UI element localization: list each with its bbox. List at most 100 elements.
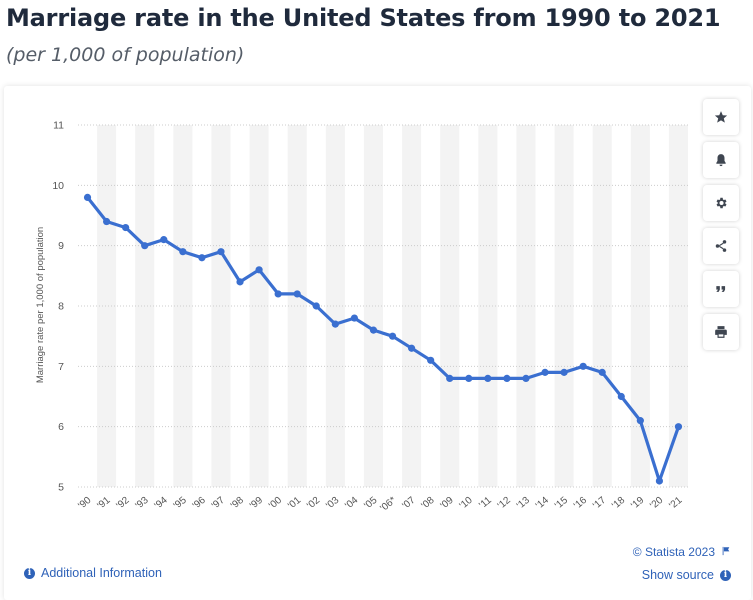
data-point[interactable] — [160, 236, 168, 244]
x-tick-label: '17 — [591, 495, 608, 512]
column-band — [440, 125, 460, 487]
data-point[interactable] — [522, 374, 530, 382]
settings-button[interactable] — [703, 185, 739, 221]
x-tick-label: '15 — [553, 495, 570, 512]
favorite-button[interactable] — [703, 99, 739, 135]
data-point[interactable] — [598, 368, 606, 376]
data-point[interactable] — [617, 392, 625, 401]
x-tick-label: '20 — [648, 495, 665, 512]
data-point[interactable] — [579, 362, 587, 370]
column-band — [173, 125, 193, 487]
data-point[interactable] — [560, 368, 568, 376]
y-tick-label: 9 — [58, 240, 64, 252]
show-source-link[interactable]: Show source i — [642, 568, 731, 582]
y-tick-label: 10 — [52, 180, 64, 192]
data-point[interactable] — [255, 266, 263, 274]
column-band — [478, 125, 498, 487]
data-point[interactable] — [427, 356, 435, 364]
column-band — [363, 125, 383, 487]
data-point[interactable] — [407, 344, 416, 352]
x-tick-label: '08 — [420, 495, 437, 512]
y-tick-label: 5 — [58, 482, 64, 494]
data-point[interactable] — [541, 368, 549, 376]
copyright[interactable]: © Statista 2023 — [633, 545, 731, 559]
data-point[interactable] — [293, 290, 301, 298]
y-tick-labels: 5 6 7 8 9 10 11 — [52, 120, 64, 494]
data-point[interactable] — [102, 217, 111, 226]
x-tick-label: '05 — [362, 495, 379, 512]
chart-toolbar — [703, 99, 739, 357]
x-tick-label: '14 — [534, 495, 551, 512]
data-point[interactable] — [312, 302, 320, 310]
additional-information-label: Additional Information — [41, 566, 162, 580]
data-point[interactable] — [217, 248, 225, 256]
data-point[interactable] — [655, 477, 664, 485]
y-tick-label: 6 — [58, 421, 64, 433]
y-axis-label: Marriage rate per 1,000 of population — [35, 227, 46, 383]
x-tick-label: '96 — [191, 495, 208, 512]
data-point[interactable] — [236, 278, 244, 286]
x-tick-label: '21 — [667, 495, 684, 512]
page-subtitle: (per 1,000 of population) — [6, 44, 245, 66]
info-icon: i — [24, 567, 35, 579]
data-point[interactable] — [446, 374, 454, 382]
data-point[interactable] — [484, 374, 492, 382]
data-point[interactable] — [122, 223, 130, 232]
x-tick-label: '19 — [629, 495, 646, 512]
x-tick-label: '10 — [458, 495, 475, 512]
y-tick-label: 7 — [58, 361, 64, 373]
data-point[interactable] — [369, 326, 378, 334]
page-title: Marriage rate in the United States from … — [6, 4, 721, 32]
x-tick-label: '07 — [400, 495, 417, 512]
print-button[interactable] — [703, 314, 739, 350]
x-tick-labels: '90'91'92'93'94'95'96'97'98'99'00'01'02 '… — [76, 495, 684, 515]
additional-information-link[interactable]: i Additional Information — [24, 566, 162, 580]
data-point[interactable] — [83, 193, 92, 201]
column-band — [249, 125, 269, 487]
share-button[interactable] — [703, 228, 739, 264]
column-band — [325, 125, 345, 487]
column-bands — [97, 125, 688, 487]
x-tick-label: '13 — [515, 495, 532, 512]
data-point[interactable] — [636, 417, 644, 425]
x-tick-label: '11 — [477, 495, 494, 512]
data-point[interactable] — [331, 320, 339, 328]
y-tick-label: 8 — [58, 301, 64, 313]
x-tick-label: '91 — [95, 495, 112, 512]
x-tick-label: '92 — [115, 495, 132, 512]
print-icon — [715, 326, 727, 338]
x-tick-label: '90 — [76, 495, 93, 512]
notification-button[interactable] — [703, 142, 739, 178]
column-band — [211, 125, 231, 487]
data-point[interactable] — [274, 290, 282, 298]
cite-button[interactable] — [703, 271, 739, 307]
x-tick-label: '94 — [153, 495, 170, 512]
x-tick-label: '95 — [172, 495, 189, 512]
data-point[interactable] — [350, 314, 359, 322]
x-tick-label: '09 — [439, 495, 456, 512]
data-point[interactable] — [388, 332, 397, 340]
x-tick-label: '02 — [305, 495, 322, 512]
data-point[interactable] — [141, 242, 149, 250]
x-tick-label: '18 — [610, 495, 627, 512]
column-band — [592, 125, 612, 487]
x-tick-label: '16 — [572, 495, 589, 512]
data-point[interactable] — [674, 423, 683, 431]
x-tick-label: '06* — [378, 495, 398, 514]
x-tick-label: '03 — [324, 495, 341, 512]
data-point[interactable] — [179, 248, 187, 256]
quote-icon — [716, 286, 726, 292]
x-tick-label: '93 — [134, 495, 151, 512]
flag-icon — [721, 545, 731, 559]
data-point[interactable] — [198, 254, 206, 262]
star-icon — [714, 111, 728, 123]
x-tick-label: '98 — [229, 495, 246, 512]
x-tick-label: '04 — [343, 495, 360, 512]
copyright-label: © Statista 2023 — [632, 545, 715, 559]
column-band — [630, 125, 650, 487]
show-source-label: Show source — [641, 568, 714, 582]
data-point[interactable] — [465, 374, 473, 382]
info-icon: i — [720, 569, 731, 581]
data-point[interactable] — [503, 374, 511, 382]
